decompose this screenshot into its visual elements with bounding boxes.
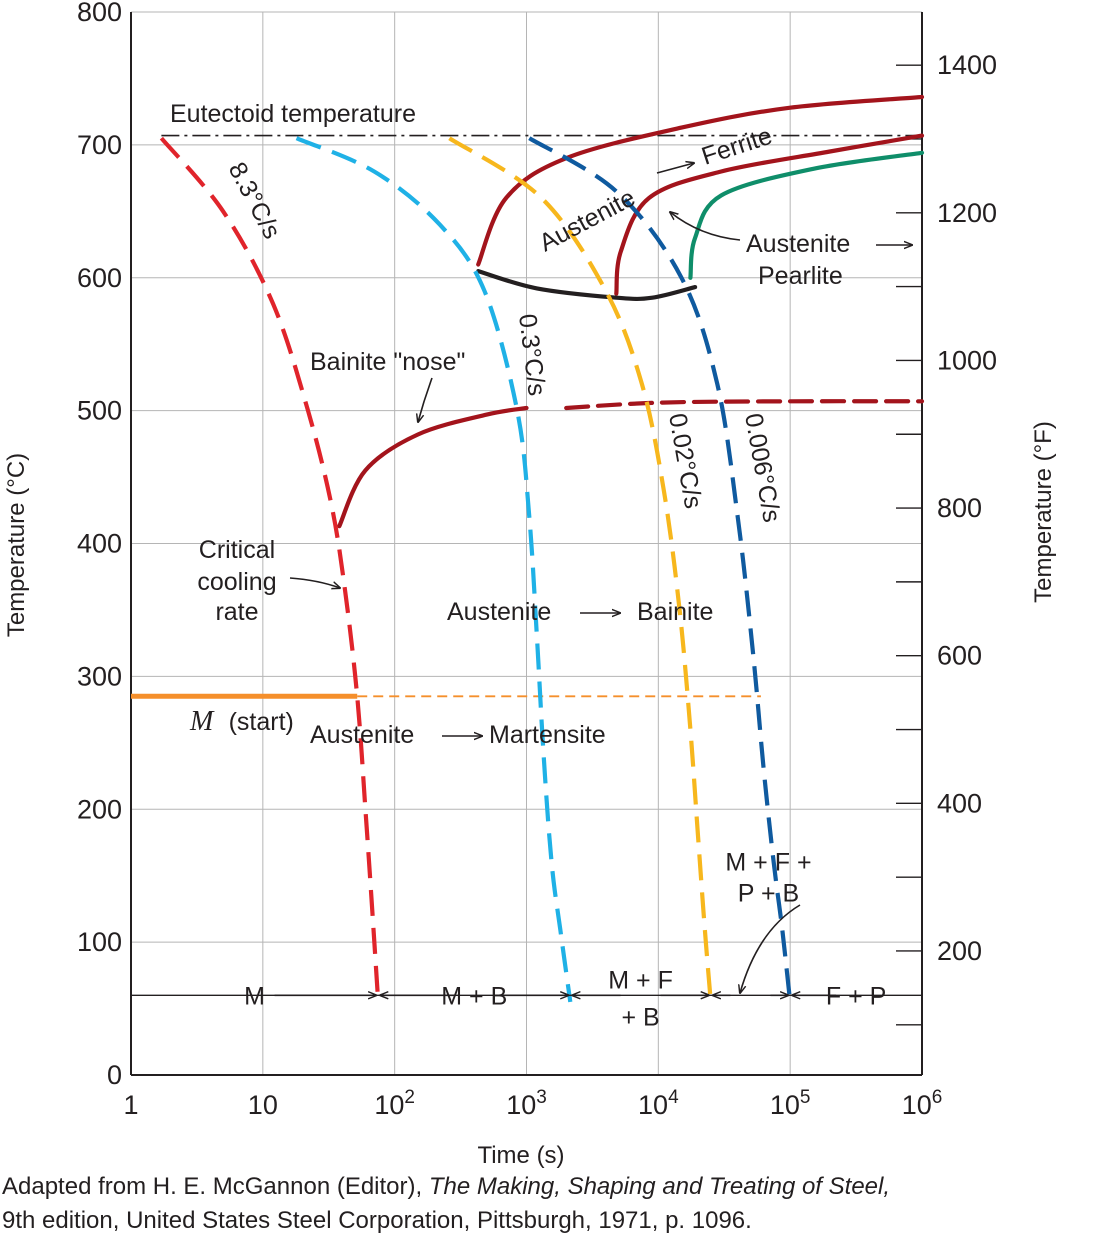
x-tick-label: 106 bbox=[902, 1087, 943, 1120]
y-tick-label-left: 100 bbox=[77, 927, 122, 957]
x-tick-exponent: 4 bbox=[668, 1087, 679, 1108]
x-tick-label: 1 bbox=[123, 1090, 138, 1120]
region-label: F + P bbox=[826, 982, 886, 1010]
y-tick-label-left: 500 bbox=[77, 396, 122, 426]
y-tick-label-left: 400 bbox=[77, 529, 122, 559]
x-tick-base: 10 bbox=[506, 1090, 536, 1120]
leader-austenite-pearlite bbox=[670, 212, 741, 241]
x-tick-exponent: 5 bbox=[800, 1087, 811, 1108]
y-tick-label-right: 1200 bbox=[937, 198, 997, 228]
label-m-start-m: M bbox=[189, 706, 215, 737]
label-austenite-bainite-1: Austenite bbox=[447, 598, 551, 626]
x-tick-base: 10 bbox=[638, 1090, 668, 1120]
ttt-diagram: 0100200300400500600700800200400600800100… bbox=[3, 0, 1057, 1169]
y-tick-label-right: 1000 bbox=[937, 345, 997, 375]
x-tick-base: 10 bbox=[248, 1090, 278, 1120]
y-axis-title-left: Temperature (°C) bbox=[3, 453, 30, 637]
leader-critical bbox=[289, 577, 340, 588]
cooling-curve-3 bbox=[528, 136, 793, 1003]
y-tick-label-left: 600 bbox=[77, 263, 122, 293]
x-tick-label: 102 bbox=[374, 1087, 415, 1120]
curves bbox=[131, 94, 925, 1003]
transformation-curve-5 bbox=[564, 399, 925, 411]
x-tick-base: 10 bbox=[374, 1090, 404, 1120]
transformation-curve-4 bbox=[337, 405, 529, 529]
x-tick-label: 105 bbox=[770, 1087, 811, 1120]
x-tick-base: 10 bbox=[770, 1090, 800, 1120]
transformation-curve-1 bbox=[614, 133, 925, 296]
y-tick-label-left: 800 bbox=[77, 0, 122, 27]
x-tick-label: 103 bbox=[506, 1087, 547, 1120]
label-austenite-martensite-2: Martensite bbox=[489, 721, 606, 749]
y-tick-label-right: 200 bbox=[937, 936, 982, 966]
curve-label-0-02: 0.02°C/s bbox=[663, 411, 707, 511]
y-tick-label-left: 700 bbox=[77, 130, 122, 160]
x-tick-label: 10 bbox=[248, 1090, 278, 1120]
leader-mfpb bbox=[740, 904, 801, 993]
x-tick-exponent: 2 bbox=[404, 1087, 415, 1108]
region-label-line1: M + F bbox=[608, 966, 673, 994]
caption-line-1: Adapted from H. E. McGannon (Editor), Th… bbox=[2, 1170, 1097, 1204]
label-critical-2: cooling bbox=[197, 568, 276, 596]
arrow-austenite-ferrite bbox=[656, 163, 694, 174]
y-tick-label-right: 400 bbox=[937, 788, 982, 818]
x-axis-title: Time (s) bbox=[477, 1142, 564, 1169]
region-label: M bbox=[244, 982, 265, 1010]
axes: 0100200300400500600700800200400600800100… bbox=[77, 0, 997, 1120]
curve-label-0-006: 0.006°C/s bbox=[739, 411, 786, 524]
grid bbox=[130, 11, 923, 1076]
caption-prefix: Adapted from H. E. McGannon (Editor), bbox=[2, 1173, 429, 1200]
y-tick-label-left: 300 bbox=[77, 661, 122, 691]
label-m-start-rest: (start) bbox=[229, 708, 294, 736]
curve-label-8-3: 8.3°C/s bbox=[223, 158, 286, 244]
region-label: M + B bbox=[441, 982, 507, 1010]
label-austenite-martensite-1: Austenite bbox=[310, 721, 414, 749]
label-m-start: M (start) bbox=[189, 706, 294, 737]
label-austenite-pearlite-1: Austenite bbox=[746, 230, 850, 258]
leader-bainite-nose bbox=[418, 377, 433, 422]
region-label-line2: + B bbox=[621, 1003, 659, 1031]
source-caption: Adapted from H. E. McGannon (Editor), Th… bbox=[2, 1170, 1097, 1238]
y-tick-label-right: 600 bbox=[937, 641, 982, 671]
region-label-line1: M + F + bbox=[725, 848, 811, 876]
label-critical-1: Critical bbox=[199, 536, 275, 564]
transformation-curve-0 bbox=[476, 94, 925, 267]
y-tick-label-left: 200 bbox=[77, 794, 122, 824]
label-bainite-nose: Bainite "nose" bbox=[310, 348, 465, 376]
region-labels: M M + B M + F + B M + F + P + B F + P bbox=[131, 848, 922, 1031]
region-label-line2: P + B bbox=[738, 879, 799, 907]
cooling-curve-2 bbox=[448, 136, 713, 1003]
label-austenite-pearlite-2: Pearlite bbox=[758, 262, 843, 290]
x-tick-label: 104 bbox=[638, 1087, 679, 1120]
transformation-curve-3 bbox=[476, 269, 698, 302]
y-tick-label-right: 800 bbox=[937, 493, 982, 523]
cooling-curve-0 bbox=[159, 136, 381, 1003]
y-axis-title-right: Temperature (°F) bbox=[1030, 421, 1057, 603]
caption-book-title: The Making, Shaping and Treating of Stee… bbox=[428, 1173, 891, 1200]
cooling-curve-1 bbox=[295, 136, 573, 1003]
caption-line-2: 9th edition, United States Steel Corpora… bbox=[2, 1207, 752, 1234]
x-tick-base: 1 bbox=[123, 1090, 138, 1120]
eutectoid-label: Eutectoid temperature bbox=[170, 100, 416, 128]
x-tick-exponent: 6 bbox=[932, 1087, 943, 1108]
x-tick-base: 10 bbox=[902, 1090, 932, 1120]
y-tick-label-right: 1400 bbox=[937, 50, 997, 80]
x-tick-exponent: 3 bbox=[536, 1087, 547, 1108]
label-critical-3: rate bbox=[215, 598, 258, 626]
y-tick-label-left: 0 bbox=[107, 1060, 122, 1090]
curve-label-0-3: 0.3°C/s bbox=[513, 312, 551, 397]
transformation-curve-2 bbox=[688, 150, 925, 280]
label-austenite-bainite-2: Bainite bbox=[637, 598, 713, 626]
